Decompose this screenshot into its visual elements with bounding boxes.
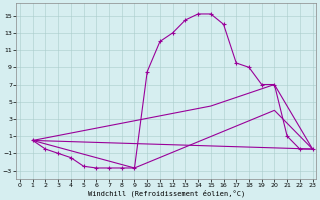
X-axis label: Windchill (Refroidissement éolien,°C): Windchill (Refroidissement éolien,°C) — [88, 190, 245, 197]
